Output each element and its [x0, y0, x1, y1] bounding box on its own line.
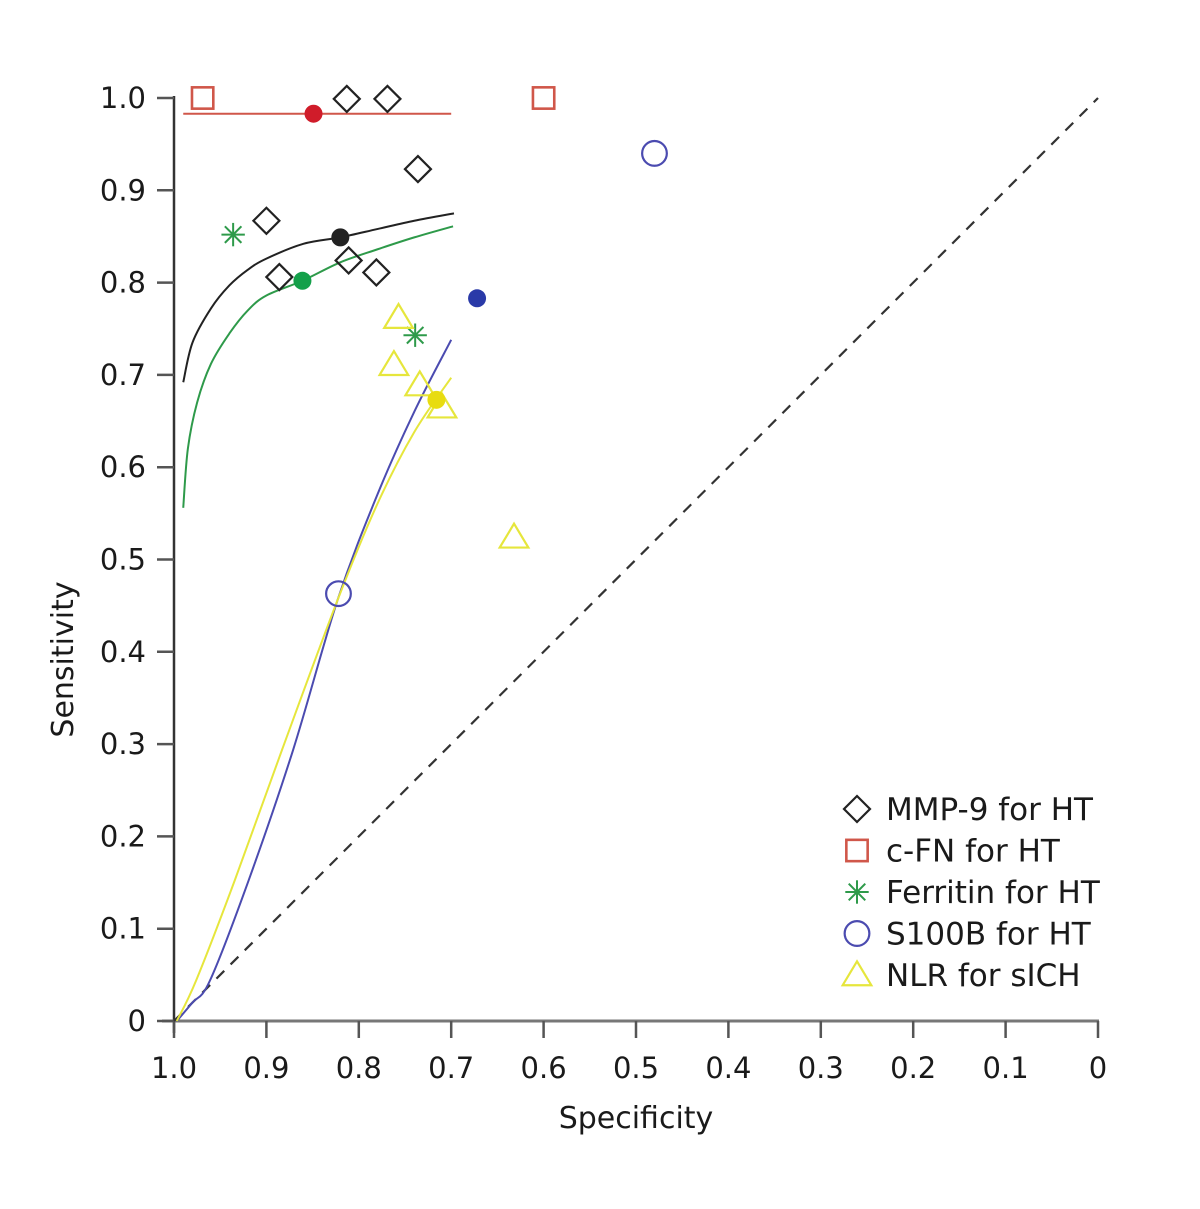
x-tick-label: 0.8 [336, 1051, 382, 1085]
sroc-curve-ferritin [182, 225, 454, 508]
x-tick-label: 0.7 [428, 1051, 474, 1085]
study-point-mmp9 [251, 206, 281, 236]
study-point-mmp9 [372, 84, 402, 114]
y-tick-label: 0.1 [100, 912, 146, 946]
x-tick-label: 1.0 [151, 1051, 197, 1085]
study-point-s100b [641, 139, 668, 167]
legend-marker-ferritin [845, 880, 869, 904]
summary-point-s100b [468, 289, 487, 308]
summary-point-cfn [304, 104, 323, 123]
sroc-curve-nlr [175, 377, 453, 1022]
study-point-mmp9 [332, 84, 362, 114]
study-point-cfn [531, 86, 556, 110]
asterisk-stroke [848, 883, 866, 901]
y-tick-label: 0.5 [100, 543, 146, 577]
x-axis-title: Specificity [559, 1101, 714, 1136]
legend-marker-cfn [845, 838, 869, 863]
x-tick-label: 0.9 [243, 1051, 289, 1085]
x-tick-label: 0.2 [890, 1051, 936, 1085]
legend-marker-nlr [840, 959, 874, 987]
legend-item-cfn: c-FN for HT [845, 834, 1061, 870]
legend-marker-s100b [843, 920, 871, 947]
asterisk-stroke [224, 225, 243, 244]
legend-label: S100B for HT [886, 917, 1092, 953]
legend-label: Ferritin for HT [886, 875, 1101, 911]
study-point-nlr [497, 521, 531, 549]
summary-point-ferritin [293, 271, 312, 290]
y-tick-label: 0.4 [100, 635, 146, 669]
study-points [190, 84, 668, 608]
x-tick-label: 0.3 [798, 1051, 844, 1085]
y-tick-label: 0.6 [100, 450, 146, 484]
sroc-curve-s100b [176, 339, 453, 1022]
summary-points [293, 104, 487, 409]
asterisk-stroke [406, 326, 425, 345]
legend-item-mmp9: MMP-9 for HT [842, 792, 1094, 828]
legend-marker-mmp9 [842, 794, 872, 824]
legend-item-nlr: NLR for sICH [840, 958, 1081, 994]
study-point-nlr [403, 369, 437, 397]
summary-point-mmp9 [331, 228, 350, 247]
x-tick-label: 0.5 [613, 1051, 659, 1085]
study-point-ferritin [403, 323, 427, 347]
legend-label: NLR for sICH [886, 958, 1081, 994]
sroc-curve-mmp9 [182, 212, 455, 383]
y-axis-title: Sensitivity [46, 581, 81, 737]
y-tick-label: 0.9 [100, 173, 146, 207]
legend-item-ferritin: Ferritin for HT [845, 875, 1101, 911]
legend-item-s100b: S100B for HT [843, 917, 1092, 953]
y-tick-label: 0.2 [100, 819, 146, 853]
x-tick-label: 0.4 [705, 1051, 751, 1085]
legend-label: c-FN for HT [886, 834, 1061, 870]
study-point-nlr [382, 301, 415, 330]
study-point-ferritin [221, 222, 245, 247]
y-tick-label: 1.0 [100, 81, 146, 115]
sroc-curves [175, 112, 455, 1022]
reference-diagonal-line [173, 97, 1099, 1022]
study-point-mmp9 [403, 154, 433, 184]
study-point-mmp9 [264, 262, 294, 292]
study-point-cfn [190, 86, 215, 110]
legend-label: MMP-9 for HT [886, 792, 1094, 828]
y-tick-label: 0 [128, 1004, 146, 1038]
y-tick-label: 0.3 [100, 727, 146, 761]
study-point-mmp9 [361, 257, 391, 288]
x-tick-label: 0.1 [983, 1051, 1029, 1085]
y-tick-label: 0.8 [100, 266, 146, 300]
study-point-s100b [325, 580, 352, 608]
study-point-mmp9 [334, 245, 364, 276]
axes: 1.0 0.9 0.8 0.7 0.6 0.5 0.4 0.3 0.2 0.1 0 0 0.1 0.2 0.… [100, 81, 1107, 1085]
y-tick-label: 0.7 [100, 358, 146, 392]
legend: MMP-9 for HT c-FN for HT Ferritin for HT S1… [840, 792, 1101, 994]
x-tick-label: 0.6 [521, 1051, 567, 1085]
reference-line-group [173, 97, 1099, 1022]
x-tick-label: 0 [1089, 1051, 1107, 1085]
study-point-nlr [377, 348, 411, 377]
summary-point-nlr [427, 390, 446, 409]
